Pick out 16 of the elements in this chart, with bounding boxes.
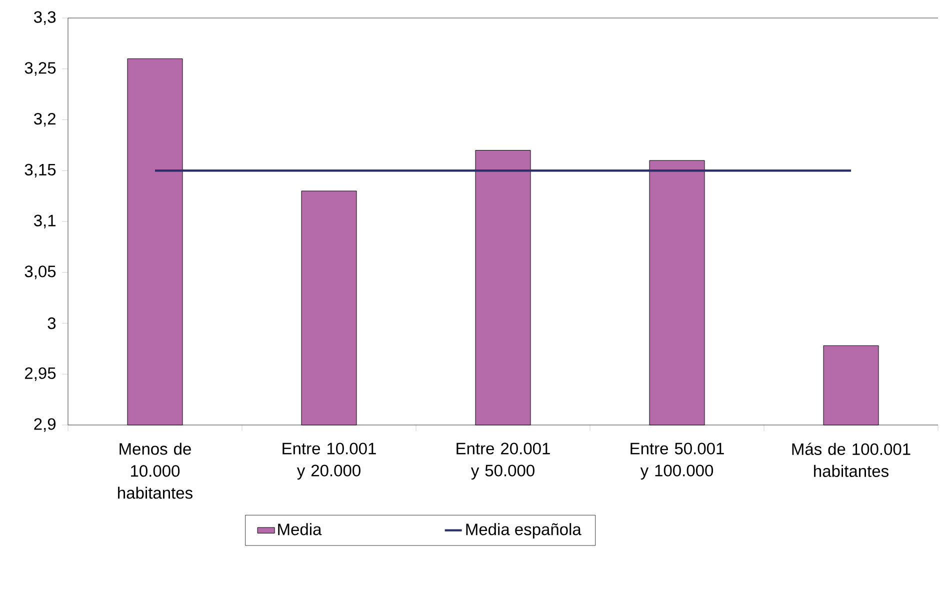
legend-label: Media: [278, 523, 322, 536]
x-tick-label: Más de 100.001 habitantes: [792, 442, 910, 478]
y-tick-label: 2,95: [25, 367, 56, 381]
y-tick-label: 3,05: [24, 266, 56, 280]
y-tick-label: 3,3: [34, 11, 56, 25]
x-tick-label: Entre 50.001 y 100.000: [630, 442, 724, 480]
x-tick-label: Entre 10.001 y 20.000: [282, 442, 376, 480]
y-tick-label: 3,1: [34, 214, 56, 228]
x-tick-label: Menos de 10.000 habitantes: [118, 442, 192, 499]
x-tick-label: Entre 20.001 y 50.000: [456, 442, 550, 480]
y-tick-label: 3,25: [24, 62, 56, 76]
legend-label: Media española: [466, 523, 582, 538]
y-tick-label: 2,9: [34, 418, 56, 432]
y-tick-label: 3,2: [34, 112, 56, 127]
y-tick-label: 3: [48, 317, 56, 330]
y-tick-label: 3,15: [24, 164, 56, 178]
